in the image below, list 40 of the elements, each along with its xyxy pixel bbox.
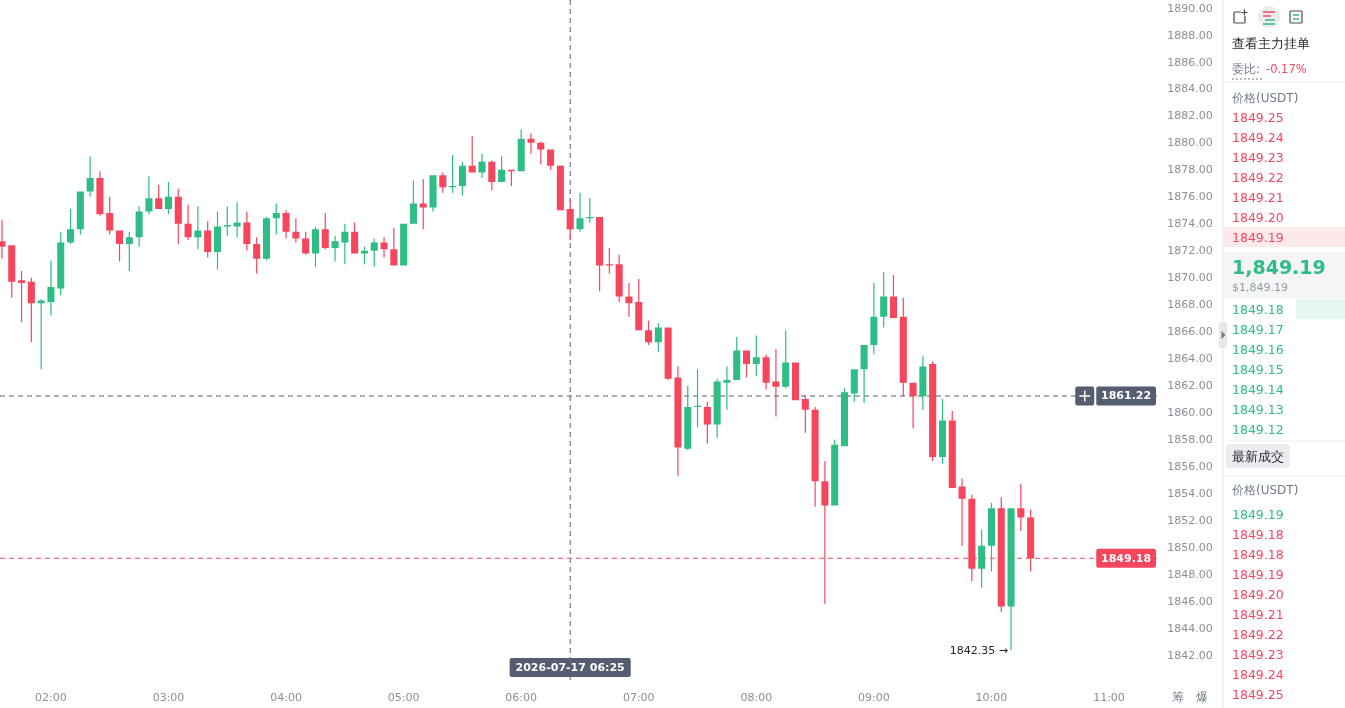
annotation: 1849.23	[1232, 149, 1284, 165]
annotation: 1849.25	[1232, 109, 1284, 125]
annotation: 价格(USDT)	[1232, 483, 1299, 497]
annotation: 最新成交	[1232, 448, 1284, 464]
annotation: 1849.22	[1232, 626, 1284, 642]
ref-line-label: 2026-07-17 06:25	[515, 661, 625, 674]
annotation: 委比:	[1232, 62, 1261, 76]
annotation: 1849.17	[1232, 321, 1284, 337]
annotation: 1,849.19	[1232, 256, 1326, 278]
annotation: 1849.23	[1232, 646, 1284, 662]
annotation: 1849.22	[1232, 169, 1284, 185]
annotation: 1842.35 →	[949, 643, 1009, 657]
annotation: 1849.19	[1232, 506, 1284, 522]
annotation: 1849.18	[1232, 526, 1284, 542]
annotation: 1849.24	[1232, 666, 1284, 682]
annotation: 1849.14	[1232, 381, 1284, 397]
annotation: 1849.13	[1232, 401, 1284, 417]
annotation: 1849.15	[1232, 361, 1284, 377]
ref-label: 1861.22	[1096, 386, 1156, 406]
annotation: 1849.25	[1232, 686, 1284, 702]
annotation: 查看主力挂单	[1232, 35, 1310, 51]
annotation: -0.17%	[1266, 62, 1307, 76]
annotation: 1849.21	[1232, 189, 1284, 205]
annotation: 筹	[1172, 690, 1184, 704]
annotation: 价格(USDT)	[1232, 91, 1299, 105]
annotation: 1849.20	[1232, 209, 1284, 225]
annotation: 1849.21	[1232, 606, 1284, 622]
annotation: 1849.19	[1232, 229, 1284, 245]
annotation: 1849.12	[1232, 421, 1284, 437]
ref-line-label: 1861.22	[1101, 389, 1152, 403]
annotation: 爆	[1196, 690, 1208, 704]
annotation: 1849.18	[1232, 546, 1284, 562]
annotation: 1849.18	[1232, 301, 1284, 317]
ref-line-label: 1849.18	[1101, 551, 1152, 565]
annotation: 1849.20	[1232, 586, 1284, 602]
ref-label: 2026-07-17 06:25	[509, 658, 631, 677]
annotation: 1849.19	[1232, 566, 1284, 582]
annotation: 1849.24	[1232, 129, 1284, 145]
annotation: $1,849.19	[1232, 280, 1288, 294]
annotation: 1849.16	[1232, 341, 1284, 357]
